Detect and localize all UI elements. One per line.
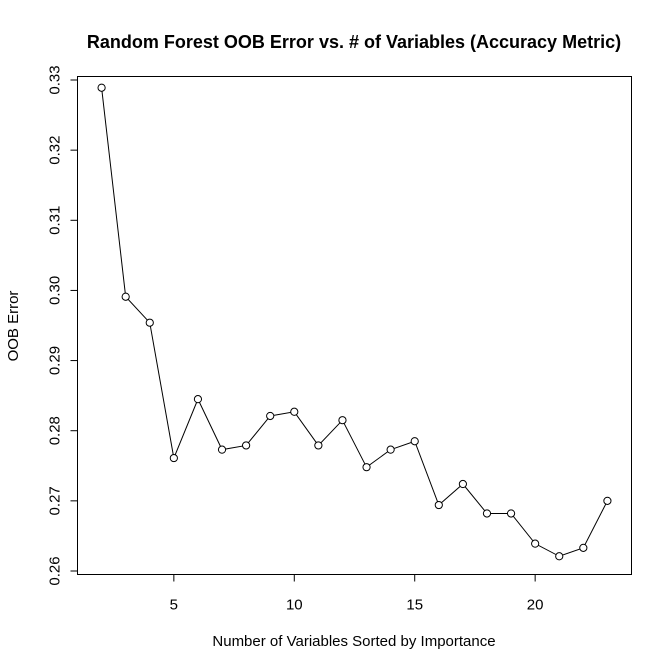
data-point	[386, 445, 395, 454]
x-tick-label: 5	[170, 597, 178, 614]
data-point	[121, 292, 130, 301]
x-axis: 5 10 15 20	[170, 574, 544, 614]
y-tick-label: 0.33	[47, 65, 64, 94]
y-tick-label: 0.27	[47, 486, 64, 515]
x-tick-label: 10	[286, 597, 303, 614]
data-point	[338, 416, 347, 425]
y-tick-label: 0.26	[47, 556, 64, 585]
data-point	[362, 463, 371, 472]
x-axis-label: Number of Variables Sorted by Importance	[212, 633, 495, 650]
data-point	[97, 83, 106, 92]
plot-frame	[77, 76, 632, 575]
y-tick-label: 0.32	[47, 136, 64, 165]
x-tick-label: 15	[406, 597, 423, 614]
data-point	[603, 496, 612, 505]
data-point	[314, 441, 323, 450]
data-point	[145, 318, 154, 327]
data-point	[169, 453, 178, 463]
data-point	[266, 411, 275, 421]
data-point	[555, 552, 564, 561]
data-point	[217, 445, 227, 454]
data-point	[242, 441, 251, 450]
data-point	[290, 407, 299, 416]
data-point	[506, 509, 516, 518]
series-line	[101, 87, 608, 557]
data-point	[410, 437, 419, 446]
data-point	[193, 395, 203, 404]
y-tick-label: 0.31	[47, 206, 64, 235]
data-point	[458, 479, 467, 489]
y-tick-label: 0.29	[47, 346, 64, 375]
y-axis-label: OOB Error	[5, 291, 22, 362]
x-tick-label: 20	[527, 597, 544, 614]
y-tick-label: 0.30	[47, 276, 64, 305]
chart-title: Random Forest OOB Error vs. # of Variabl…	[87, 32, 621, 52]
data-point	[531, 539, 540, 548]
data-point	[579, 543, 588, 552]
y-tick-label: 0.28	[47, 416, 64, 445]
data-point	[434, 500, 443, 510]
data-point	[482, 509, 492, 518]
data-points	[97, 83, 612, 561]
y-axis: 0.26 0.27 0.28 0.29 0.30 0.31 0.32 0.33	[47, 65, 78, 586]
